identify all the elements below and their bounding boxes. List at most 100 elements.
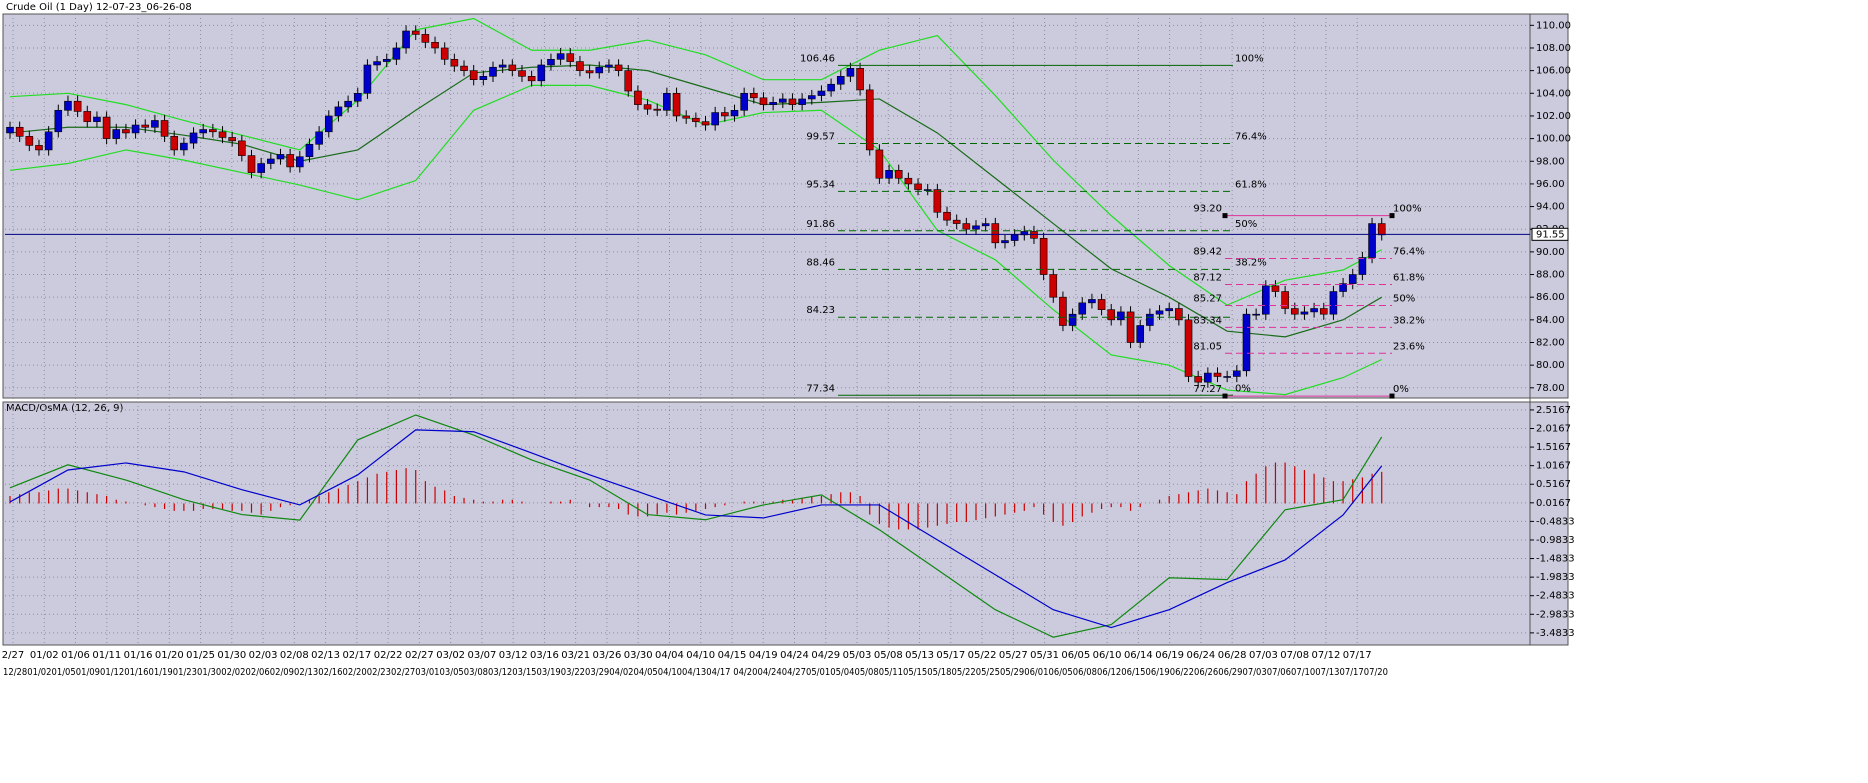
candle-body	[305, 143, 314, 158]
candle-body	[189, 132, 198, 144]
candle-body	[1300, 311, 1309, 315]
candle-body	[25, 136, 34, 146]
x-tick-label: 01/25	[186, 650, 215, 661]
x-tick-label: 01/02	[30, 650, 59, 661]
candle-body	[1126, 311, 1135, 343]
fib-anchor	[1389, 393, 1395, 399]
x-tick-label: 07/08	[1280, 650, 1309, 661]
candle-body	[904, 177, 913, 185]
fib-value-label: 77.27	[1193, 384, 1222, 395]
x-tick-label: 03/02	[436, 650, 465, 661]
fib-pct-label: 50%	[1393, 293, 1415, 304]
candle-body	[209, 129, 217, 133]
x-tick-label: 03/21	[561, 650, 590, 661]
candle-body	[1377, 223, 1386, 236]
candle-body	[547, 59, 555, 66]
fib-value-label: 89.42	[1193, 246, 1222, 257]
fib-value-label: 83.34	[1193, 315, 1222, 326]
candle-body	[962, 223, 971, 230]
candle-body	[1319, 308, 1328, 315]
candle-body	[1039, 237, 1048, 275]
y-tick-label: 78.00	[1536, 383, 1565, 394]
candle-body	[295, 156, 304, 168]
fib-value-label: 106.46	[800, 53, 835, 64]
candle-body	[1184, 319, 1193, 377]
candle-body	[276, 154, 285, 160]
fib-pct-label: 38.2%	[1393, 315, 1425, 326]
fib-pct-label: 100%	[1235, 53, 1264, 64]
candle-body	[981, 223, 990, 227]
x-tick-label: 02/08	[280, 650, 309, 661]
candle-body	[595, 66, 604, 74]
y-tick-label: 82.00	[1536, 337, 1565, 348]
x-tick-label: 06/28	[1218, 650, 1247, 661]
candle-body	[1030, 231, 1038, 239]
candle-body	[672, 92, 681, 117]
candle-body	[228, 137, 236, 142]
candle-body	[431, 42, 439, 49]
candle-body	[730, 109, 739, 117]
candle-body	[846, 68, 855, 77]
x-tick-label: 05/03	[843, 650, 872, 661]
y-tick-label: -0.9833	[1536, 535, 1575, 546]
candle-body	[914, 183, 922, 190]
x-tick-label: 04/04	[655, 650, 684, 661]
candle-body	[489, 66, 497, 77]
candle-body	[1252, 313, 1260, 316]
y-tick-label: 96.00	[1536, 179, 1565, 190]
y-tick-label: 108.00	[1536, 43, 1571, 54]
x-tick-label: 01/20	[155, 650, 184, 661]
x-tick-label: 03/26	[593, 650, 622, 661]
x-tick-label: 05/08	[874, 650, 903, 661]
x-tick-label: 01/06	[61, 650, 90, 661]
fib-pct-label: 0%	[1393, 384, 1409, 395]
y-tick-label: 94.00	[1536, 202, 1565, 213]
candle-body	[1310, 308, 1318, 313]
candle-body	[1001, 240, 1009, 244]
candle-body	[122, 129, 130, 134]
candle-body	[160, 120, 169, 137]
candle-body	[1068, 313, 1077, 326]
candle-body	[605, 64, 613, 68]
candle-body	[750, 92, 758, 99]
fib-pct-label: 100%	[1393, 204, 1422, 215]
candle-body	[257, 163, 265, 173]
candle-body	[1097, 299, 1106, 310]
x-tick-label: 06/05	[1061, 650, 1090, 661]
candle-body	[73, 100, 82, 112]
macd-line	[9, 414, 1383, 638]
candle-body	[1358, 257, 1367, 275]
y-tick-label: -1.9833	[1536, 572, 1575, 583]
x-tick-label: 2/27	[2, 650, 24, 661]
fib-pct-label: 76.4%	[1235, 131, 1267, 142]
fib-value-label: 99.57	[806, 131, 835, 142]
candle-body	[363, 64, 372, 94]
candle-body	[131, 124, 140, 134]
candle-body	[1213, 372, 1222, 377]
candle-body	[894, 170, 903, 179]
candle-body	[1088, 299, 1096, 304]
x-tick-label: 04/15	[718, 650, 747, 661]
x-tick-label: 03/12	[499, 650, 528, 661]
candle-body	[1049, 274, 1058, 298]
fib-value-label: 95.34	[806, 179, 835, 190]
candle-body	[151, 120, 159, 128]
fib-pct-label: 76.4%	[1393, 246, 1425, 257]
fib-value-label: 81.05	[1193, 341, 1222, 352]
x-tick-label: 05/17	[936, 650, 965, 661]
candle-body	[653, 108, 662, 111]
candle-body	[180, 142, 188, 151]
candle-body	[1117, 311, 1125, 321]
candle-body	[614, 64, 623, 71]
y-tick-label: -2.9833	[1536, 609, 1575, 620]
candle-body	[933, 189, 942, 213]
candle-body	[769, 102, 777, 105]
candle-body	[1233, 370, 1241, 377]
y-tick-label: 0.0167	[1536, 498, 1571, 509]
y-tick-label: 1.0167	[1536, 461, 1571, 472]
candle-body	[1348, 274, 1357, 284]
candle-body	[1194, 376, 1202, 383]
candle-body	[170, 136, 179, 151]
y-tick-label: 98.00	[1536, 156, 1565, 167]
